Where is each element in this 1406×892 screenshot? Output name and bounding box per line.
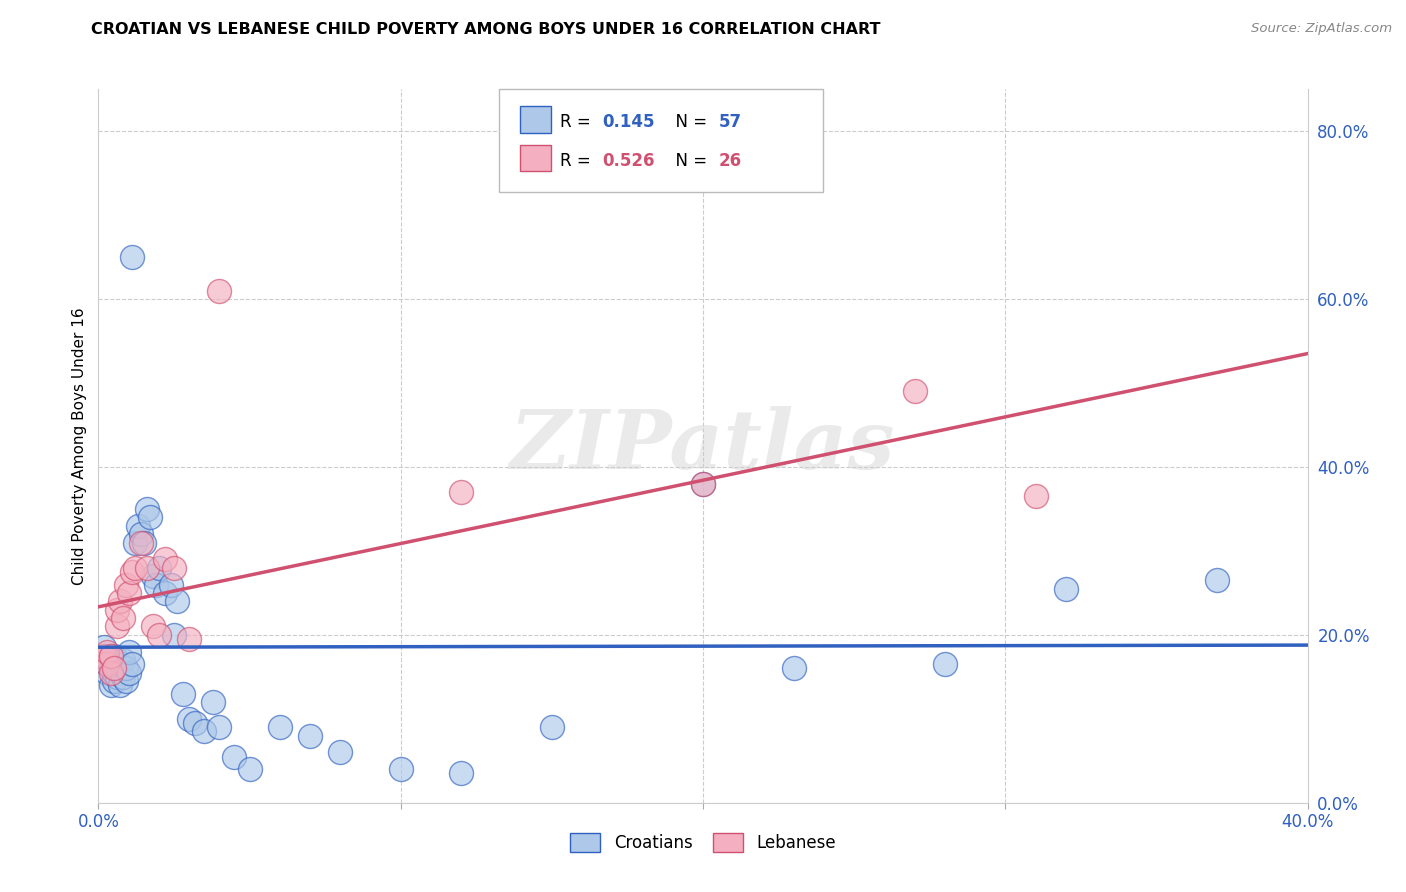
Point bbox=[105, 670, 128, 684]
Y-axis label: Child Poverty Among Boys Under 16: Child Poverty Among Boys Under 16 bbox=[72, 307, 87, 585]
Point bbox=[118, 586, 141, 600]
Point bbox=[100, 665, 122, 680]
Point bbox=[93, 648, 115, 663]
Text: ZIPatlas: ZIPatlas bbox=[510, 406, 896, 486]
Point bbox=[121, 565, 143, 579]
Text: CROATIAN VS LEBANESE CHILD POVERTY AMONG BOYS UNDER 16 CORRELATION CHART: CROATIAN VS LEBANESE CHILD POVERTY AMONG… bbox=[91, 22, 882, 37]
Point bbox=[299, 729, 322, 743]
Point bbox=[96, 657, 118, 672]
Legend: Croatians, Lebanese: Croatians, Lebanese bbox=[564, 826, 842, 859]
Point bbox=[105, 653, 128, 667]
Point bbox=[121, 657, 143, 672]
Point bbox=[103, 665, 125, 680]
Text: N =: N = bbox=[665, 113, 713, 131]
Point bbox=[118, 645, 141, 659]
Point bbox=[783, 661, 806, 675]
Point bbox=[224, 749, 246, 764]
Point bbox=[1054, 582, 1077, 596]
Text: 0.526: 0.526 bbox=[602, 152, 654, 169]
Point bbox=[692, 476, 714, 491]
Point bbox=[269, 720, 291, 734]
Point bbox=[105, 661, 128, 675]
Point bbox=[184, 716, 207, 731]
Point bbox=[139, 510, 162, 524]
Point bbox=[208, 720, 231, 734]
Point bbox=[1206, 574, 1229, 588]
Text: N =: N = bbox=[665, 152, 713, 169]
Point bbox=[179, 632, 201, 646]
Point bbox=[692, 476, 714, 491]
Point bbox=[129, 527, 152, 541]
Point bbox=[179, 712, 201, 726]
Point bbox=[103, 657, 125, 672]
Point bbox=[105, 619, 128, 633]
Point bbox=[111, 670, 134, 684]
Point bbox=[145, 577, 167, 591]
Point bbox=[148, 560, 170, 574]
Point bbox=[160, 577, 183, 591]
Point bbox=[105, 603, 128, 617]
Point bbox=[127, 518, 149, 533]
Point bbox=[389, 762, 412, 776]
Point bbox=[172, 687, 194, 701]
Point bbox=[124, 535, 146, 549]
Point bbox=[129, 535, 152, 549]
Point bbox=[142, 619, 165, 633]
Point bbox=[166, 594, 188, 608]
Point bbox=[108, 678, 131, 692]
Point bbox=[100, 678, 122, 692]
Text: R =: R = bbox=[560, 152, 596, 169]
Point bbox=[96, 657, 118, 672]
Point bbox=[108, 594, 131, 608]
Point bbox=[103, 661, 125, 675]
Point bbox=[118, 665, 141, 680]
Point bbox=[108, 657, 131, 672]
Point bbox=[239, 762, 262, 776]
Point bbox=[96, 653, 118, 667]
Text: 57: 57 bbox=[718, 113, 741, 131]
Point bbox=[193, 724, 215, 739]
Point bbox=[121, 250, 143, 264]
Point bbox=[111, 653, 134, 667]
Point bbox=[153, 552, 176, 566]
Point bbox=[100, 648, 122, 663]
Point bbox=[208, 284, 231, 298]
Point bbox=[450, 766, 472, 780]
Point bbox=[132, 535, 155, 549]
Point bbox=[1024, 489, 1046, 503]
Point bbox=[202, 695, 225, 709]
Text: 0.145: 0.145 bbox=[602, 113, 654, 131]
Point bbox=[103, 648, 125, 663]
Text: R =: R = bbox=[560, 113, 596, 131]
Point bbox=[93, 640, 115, 655]
Point bbox=[142, 569, 165, 583]
Point bbox=[904, 384, 927, 399]
Point bbox=[148, 628, 170, 642]
Point bbox=[135, 560, 157, 574]
Point bbox=[329, 746, 352, 760]
Point bbox=[153, 586, 176, 600]
Point bbox=[450, 485, 472, 500]
Point bbox=[124, 560, 146, 574]
Point bbox=[100, 661, 122, 675]
Point bbox=[111, 611, 134, 625]
Point bbox=[540, 720, 562, 734]
Point bbox=[114, 661, 136, 675]
Point bbox=[93, 648, 115, 663]
Point bbox=[135, 502, 157, 516]
Point bbox=[114, 577, 136, 591]
Point bbox=[114, 674, 136, 689]
Point bbox=[934, 657, 956, 672]
Point bbox=[96, 665, 118, 680]
Point bbox=[96, 645, 118, 659]
Point bbox=[103, 674, 125, 689]
Text: 26: 26 bbox=[718, 152, 741, 169]
Text: Source: ZipAtlas.com: Source: ZipAtlas.com bbox=[1251, 22, 1392, 36]
Point bbox=[100, 648, 122, 663]
Point bbox=[163, 560, 186, 574]
Point bbox=[163, 628, 186, 642]
